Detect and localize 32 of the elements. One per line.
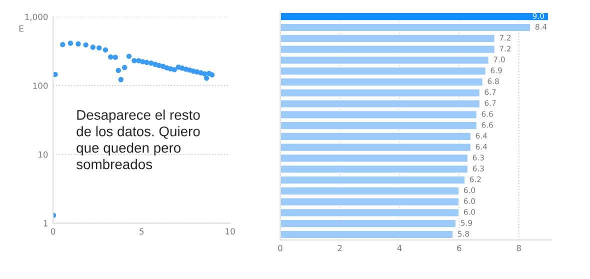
x-tick-label: 0	[51, 228, 56, 235]
point	[204, 76, 210, 81]
y-tick-label: 100	[33, 82, 48, 89]
point	[53, 72, 58, 78]
point	[126, 54, 132, 59]
x-tick-label: 2	[338, 244, 342, 252]
point	[102, 47, 108, 53]
point	[172, 67, 177, 72]
x-tick-label: 6	[457, 244, 462, 252]
point	[76, 41, 81, 46]
point	[132, 58, 137, 64]
point	[96, 45, 102, 51]
x-tick-label: 0	[278, 244, 282, 252]
annotation: Desaparece el resto de los datos. Quiero que queden pero sombreados	[76, 110, 200, 170]
x-tick-label: 5	[140, 228, 144, 235]
y-tick-label: 1,000	[25, 14, 48, 21]
point	[209, 72, 215, 78]
point	[90, 44, 96, 50]
point	[108, 54, 114, 60]
point	[122, 64, 128, 70]
point	[68, 40, 74, 46]
point	[83, 42, 88, 48]
y-tick-label: 10	[38, 151, 48, 158]
x-tick-label: 4	[397, 245, 402, 252]
point	[60, 42, 66, 48]
x-tick-label: 8	[516, 244, 521, 252]
point	[112, 54, 118, 60]
x-tick-label: 10	[226, 228, 235, 235]
point	[118, 77, 124, 82]
y-tick-label: 1	[44, 220, 48, 226]
point	[116, 68, 122, 74]
y-axis-title: E	[19, 25, 24, 32]
